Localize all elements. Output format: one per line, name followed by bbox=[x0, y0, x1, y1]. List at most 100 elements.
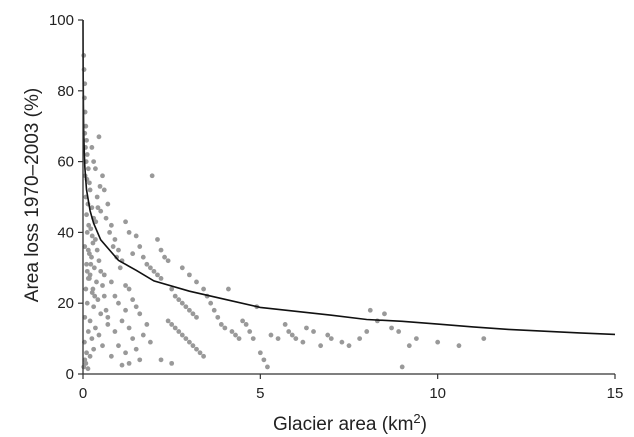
data-point bbox=[197, 350, 203, 356]
data-point bbox=[101, 272, 107, 278]
data-point bbox=[116, 247, 121, 253]
data-point bbox=[304, 325, 309, 331]
data-point bbox=[90, 240, 96, 246]
data-point bbox=[130, 251, 136, 257]
data-point bbox=[149, 173, 155, 179]
data-point bbox=[116, 343, 121, 349]
data-point bbox=[169, 322, 175, 327]
data-point bbox=[89, 233, 95, 239]
data-point bbox=[169, 286, 175, 292]
data-point bbox=[96, 332, 102, 338]
data-point bbox=[101, 187, 107, 193]
data-point bbox=[190, 343, 196, 349]
data-point bbox=[243, 322, 249, 327]
data-point bbox=[123, 307, 128, 313]
data-point bbox=[172, 293, 178, 299]
data-point bbox=[93, 219, 99, 225]
data-point bbox=[91, 265, 97, 271]
y-axis-title: Area loss 1970–2003 (%) bbox=[22, 88, 43, 302]
data-point bbox=[137, 244, 143, 249]
data-point bbox=[165, 258, 171, 264]
data-point bbox=[158, 357, 164, 363]
data-point bbox=[187, 272, 192, 278]
y-tick-label: 0 bbox=[66, 366, 74, 383]
data-point bbox=[211, 307, 217, 313]
data-point bbox=[85, 366, 91, 372]
data-point bbox=[98, 268, 104, 274]
data-point bbox=[240, 318, 246, 324]
x-tick-label: 5 bbox=[256, 385, 264, 402]
data-point bbox=[367, 307, 373, 313]
data-point bbox=[155, 272, 160, 278]
data-point bbox=[155, 237, 160, 242]
data-point bbox=[126, 325, 132, 331]
data-point bbox=[123, 283, 128, 288]
data-point bbox=[87, 187, 93, 193]
data-point bbox=[88, 261, 94, 267]
data-point bbox=[93, 237, 98, 242]
data-point bbox=[201, 286, 206, 292]
data-point bbox=[247, 329, 253, 334]
data-point bbox=[346, 343, 352, 349]
data-point bbox=[100, 173, 105, 179]
axes: 0 20 40 60 80 100 0 5 10 15 bbox=[49, 12, 623, 402]
data-point bbox=[236, 336, 242, 341]
data-point bbox=[91, 346, 97, 352]
data-point bbox=[89, 254, 94, 260]
data-point bbox=[83, 360, 89, 366]
data-point bbox=[456, 343, 462, 349]
data-point bbox=[289, 332, 295, 338]
data-point bbox=[84, 268, 90, 274]
data-point bbox=[91, 304, 97, 310]
data-point bbox=[84, 152, 90, 157]
data-point bbox=[89, 336, 95, 341]
data-point bbox=[218, 322, 224, 327]
data-point bbox=[194, 314, 199, 320]
data-point bbox=[105, 322, 111, 327]
data-point bbox=[97, 183, 103, 189]
y-tick-label: 60 bbox=[57, 154, 74, 171]
x-axis-title: Glacier area (km2) bbox=[273, 411, 427, 435]
data-point bbox=[96, 258, 102, 264]
data-point bbox=[116, 300, 121, 306]
data-point bbox=[90, 286, 96, 292]
data-point bbox=[87, 353, 93, 359]
data-point bbox=[282, 322, 288, 327]
data-point bbox=[176, 297, 182, 303]
data-point bbox=[107, 230, 112, 235]
data-point bbox=[208, 300, 214, 306]
data-point bbox=[117, 265, 123, 271]
data-point bbox=[112, 237, 118, 242]
data-point bbox=[389, 325, 394, 331]
data-point bbox=[435, 339, 441, 345]
y-tick-label: 80 bbox=[57, 83, 74, 100]
data-point bbox=[183, 304, 189, 310]
data-point bbox=[133, 346, 139, 352]
data-point bbox=[250, 336, 256, 341]
data-point bbox=[123, 350, 128, 356]
data-point bbox=[137, 311, 143, 317]
data-point bbox=[215, 314, 221, 320]
data-point bbox=[89, 205, 95, 211]
data-point bbox=[87, 318, 93, 324]
plot-area bbox=[81, 19, 616, 372]
data-point bbox=[119, 362, 125, 368]
data-point bbox=[311, 329, 316, 334]
data-point bbox=[84, 261, 89, 267]
data-point bbox=[108, 222, 114, 228]
data-point bbox=[84, 137, 89, 143]
data-point bbox=[357, 336, 363, 341]
data-point bbox=[144, 261, 150, 267]
data-point bbox=[105, 314, 111, 320]
data-point bbox=[89, 145, 95, 150]
data-point bbox=[103, 215, 109, 221]
data-point bbox=[396, 329, 402, 334]
data-point bbox=[126, 286, 132, 292]
data-point bbox=[94, 279, 99, 285]
data-point bbox=[318, 343, 324, 349]
data-point bbox=[229, 329, 235, 334]
data-point bbox=[83, 123, 89, 129]
data-point bbox=[93, 325, 98, 331]
data-point bbox=[86, 180, 92, 186]
data-point bbox=[399, 364, 405, 370]
